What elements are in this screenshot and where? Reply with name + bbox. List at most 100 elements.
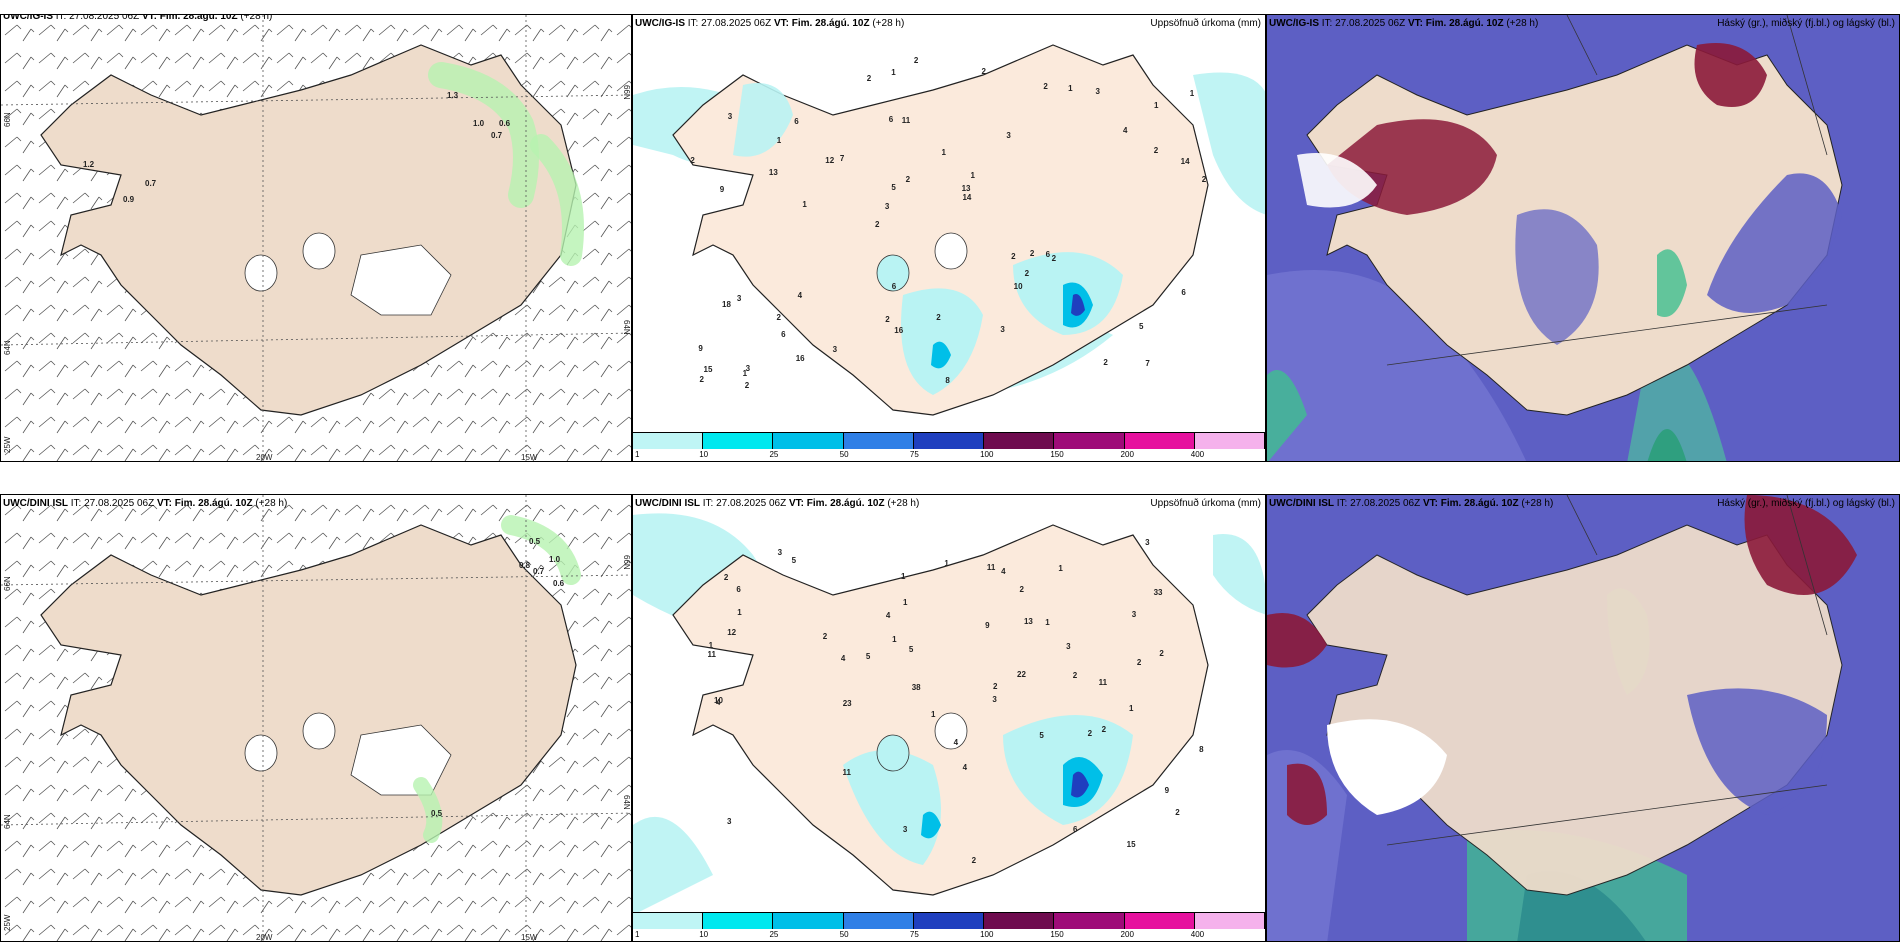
precip-value-label: 11 [842, 768, 851, 778]
lat-label: 66N [3, 576, 12, 591]
precip-value-label: 1 [970, 171, 975, 181]
precip-value-label: 2 [1175, 807, 1180, 817]
panel-subtitle: Uppsöfnuð úrkoma (mm) [1150, 498, 1261, 509]
colorbar-swatch [913, 913, 985, 929]
iceland-precip-map [633, 44, 1265, 416]
lat-label-right: 66N [622, 555, 631, 570]
precip-value-label: 1 [944, 558, 949, 568]
precip-value-label: 2 [1043, 82, 1048, 91]
lead-time: (+28 h) [1506, 18, 1539, 29]
valid-time: VT: Fim. 28.ágú. 10Z [141, 14, 238, 22]
value-label: 0.6 [553, 579, 565, 588]
colorbar-tick-label: 100 [980, 450, 994, 459]
precip-value-label: 5 [865, 651, 871, 661]
precip-value-label: 2 [1011, 251, 1016, 261]
lead-time: (+28 h) [887, 498, 920, 509]
precip-value-label: 1 [1153, 100, 1159, 110]
colorbar-tick-label: 10 [699, 450, 709, 459]
precip-value-label: 16 [894, 326, 904, 336]
precip-value-label: 2 [1087, 729, 1093, 739]
value-label: 1.0 [549, 555, 561, 564]
precip-value-label: 1 [892, 635, 897, 645]
precip-value-label: 2 [1029, 249, 1035, 259]
precip-value-label: 8 [945, 376, 950, 386]
colorbar-tick-label: 100 [980, 930, 994, 939]
init-time: IT: 27.08.2025 06Z [702, 498, 787, 509]
precip-value-label: 2 [866, 74, 872, 84]
precip-value-label: 6 [794, 116, 799, 126]
lon-label: 20W [256, 453, 273, 462]
iceland-land [40, 44, 577, 416]
value-label: 0.5 [529, 537, 541, 546]
precip-value-label: 8 [1199, 745, 1204, 755]
precip-value-label: 14 [962, 193, 972, 203]
precip-value-label: 4 [716, 698, 721, 708]
colorbar-swatch [1194, 433, 1265, 449]
value-label: 0.7 [491, 131, 503, 140]
init-time: IT: 27.08.2025 06Z [1336, 498, 1421, 509]
colorbar-swatch [1194, 913, 1265, 929]
colorbar-swatch [773, 433, 844, 449]
init-time: IT: 27.08.2025 06Z [1321, 18, 1406, 29]
value-label: 0.7 [533, 567, 545, 576]
lon-label: 15W [521, 453, 538, 462]
colorbar-tick-label: 75 [909, 450, 919, 459]
precip-value-label: 13 [961, 184, 971, 194]
precip-value-label: 1 [930, 709, 936, 719]
value-label: 0.5 [431, 809, 443, 818]
precip-value-label: 9 [698, 344, 703, 354]
lat-label: 66N [3, 112, 12, 127]
panel-subtitle: Uppsöfnuð úrkoma (mm) [1150, 18, 1261, 29]
precip-value-label: 1 [1068, 83, 1073, 93]
precip-value-label: 1 [776, 136, 782, 146]
value-label: 1.3 [447, 91, 459, 100]
colorbar-tick-label: 50 [839, 450, 849, 459]
model-name: UWC/IG-IS [3, 14, 53, 22]
precip-value-label: 33 [1153, 588, 1163, 598]
value-label: 0.8 [519, 561, 531, 570]
precip-value-label: 11 [901, 116, 911, 126]
colorbar-tick-label: 150 [1050, 930, 1064, 939]
precip-value-label: 2 [1201, 174, 1207, 184]
precip-value-label: 3 [884, 202, 890, 212]
panel-header: UWC/DINI ISL IT: 27.08.2025 06Z VT: Fim.… [3, 498, 287, 509]
panel-header: UWC/IG-IS IT: 27.08.2025 06Z VT: Fim. 28… [3, 14, 272, 22]
precip-value-label: 10 [1013, 281, 1023, 291]
precip-value-label: 3 [1006, 131, 1011, 141]
precip-value-label: 2 [875, 220, 880, 230]
precip-value-label: 7 [1145, 358, 1150, 368]
colorbar-tick-label: 25 [769, 450, 779, 459]
precip-colorbar: 1 10 25 50 75 100 150 200 400 [633, 432, 1265, 461]
model-name: UWC/DINI ISL [3, 498, 68, 509]
colorbar-tick-label: 50 [839, 930, 849, 939]
panel-header: UWC/DINI ISL IT: 27.08.2025 06Z VT: Fim.… [635, 498, 919, 509]
precip-value-label: 4 [962, 763, 968, 773]
lat-label-right: 64N [622, 795, 631, 810]
precip-value-label: 2 [993, 682, 998, 692]
precip-value-label: 9 [719, 185, 725, 195]
colorbar-tick-label: 75 [909, 930, 919, 939]
colorbar-swatch [913, 433, 985, 449]
lon-label: 20W [256, 933, 273, 942]
precip-value-label: 2 [1051, 253, 1057, 263]
precip-value-label: 14 [1180, 157, 1190, 167]
precip-value-label: 6 [891, 282, 897, 292]
precip-value-label: 3 [1095, 86, 1100, 96]
precip-panel-top: UWC/IG-IS IT: 27.08.2025 06Z VT: Fim. 28… [632, 14, 1266, 462]
lat-label-right: 66N [622, 85, 631, 100]
precip-value-label: 2 [981, 66, 986, 76]
precip-value-label: 11 [986, 562, 996, 572]
precip-value-label: 3 [736, 293, 742, 303]
lat-label: 25W [3, 436, 12, 453]
panel-header: UWC/IG-IS IT: 27.08.2025 06Z VT: Fim. 28… [635, 18, 904, 29]
precip-value-label: 4 [840, 654, 846, 664]
precip-value-label: 1 [1058, 564, 1063, 574]
precip-value-label: 5 [908, 644, 914, 654]
iceland-land [40, 524, 577, 896]
colorbar-swatch [703, 433, 774, 449]
init-time: IT: 27.08.2025 06Z [70, 498, 155, 509]
precip-value-label: 12 [825, 156, 835, 166]
colorbar-tick-label: 400 [1190, 450, 1205, 459]
iceland-wind-map [1, 495, 631, 941]
colorbar-swatch [633, 913, 704, 929]
